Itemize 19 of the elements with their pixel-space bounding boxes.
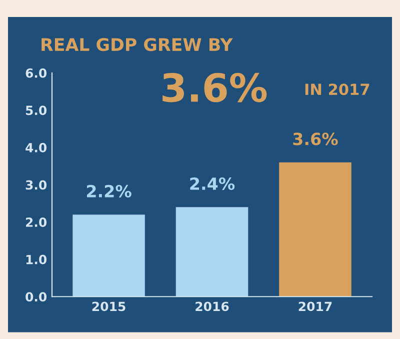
- x-tick-label: 2015: [92, 302, 126, 312]
- data-label: 3.6%: [293, 132, 338, 146]
- y-tick-label: 2.0: [26, 218, 47, 227]
- data-label: 2.2%: [86, 184, 132, 198]
- y-tick-label: 0.0: [26, 292, 47, 302]
- y-tick-label: 5.0: [26, 106, 47, 116]
- y-tick-label: 1.0: [26, 254, 47, 264]
- bar: [72, 214, 145, 297]
- y-tick-label: 3.0: [26, 180, 47, 190]
- x-tick-label: 2016: [196, 302, 229, 312]
- y-tick-label: 4.0: [26, 142, 47, 152]
- x-tick-label: 2017: [298, 302, 332, 312]
- data-label: 2.4%: [190, 177, 235, 190]
- chart-title: REAL GDP GREW BY: [42, 38, 233, 52]
- bar: [176, 207, 248, 297]
- annotation: IN 2017: [305, 84, 370, 96]
- bar: [279, 162, 352, 297]
- y-tick-label: 6.0: [26, 68, 47, 78]
- annotation: 3.6%: [162, 72, 267, 102]
